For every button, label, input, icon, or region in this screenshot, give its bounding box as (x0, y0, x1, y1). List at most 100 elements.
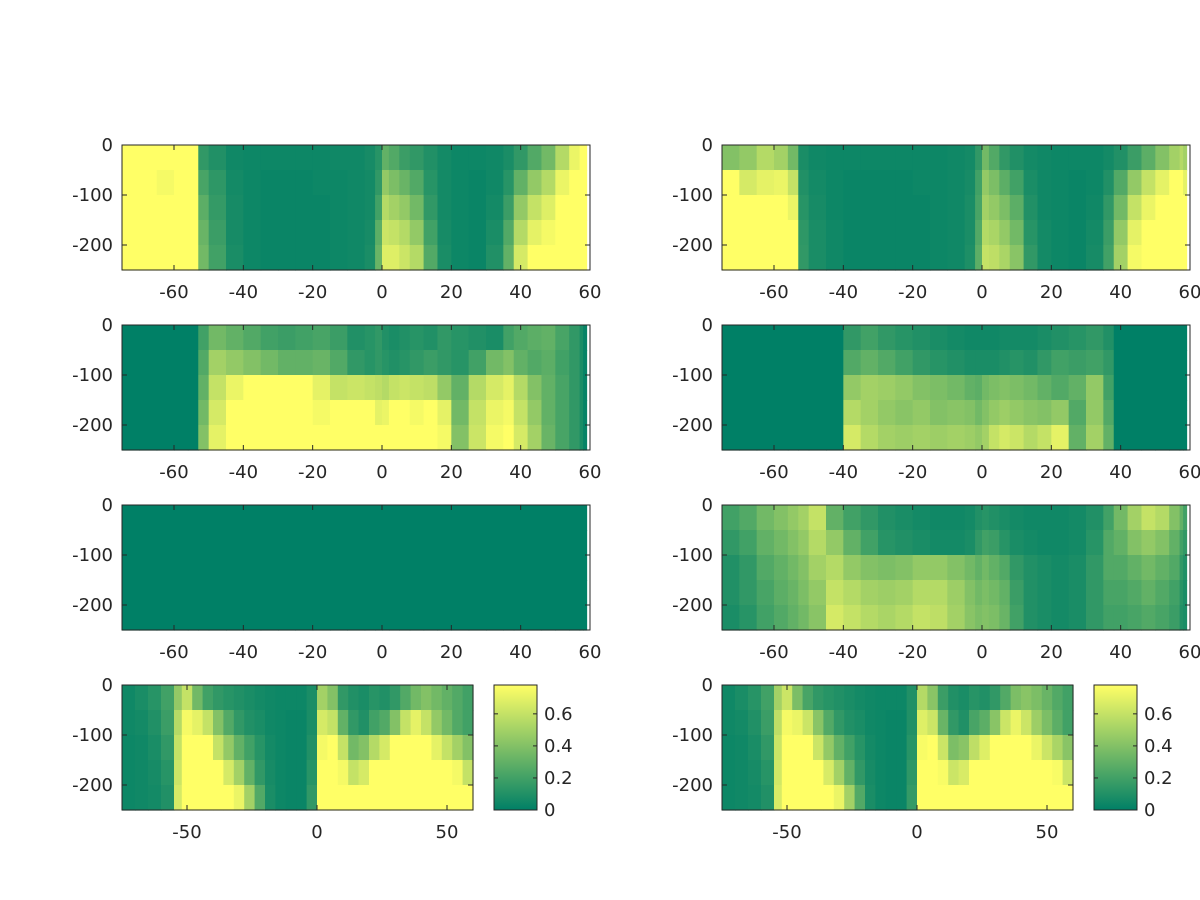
heatmap-cell (1086, 530, 1104, 556)
heatmap-cell (1051, 580, 1070, 606)
heatmap-cell (410, 760, 422, 786)
heatmap-cell (808, 195, 827, 221)
heatmap-cell (1127, 325, 1143, 351)
heatmap-cell (423, 195, 439, 221)
heatmap-cell (122, 375, 140, 401)
heatmap-cell (451, 505, 470, 531)
heatmap-cell (826, 605, 844, 631)
heatmap-cell (327, 785, 339, 811)
heatmap-cell (503, 195, 515, 221)
heatmap-cell (756, 245, 775, 271)
heatmap-cell (260, 170, 279, 196)
heatmap-cell (912, 605, 931, 631)
heatmap-cell (243, 245, 262, 271)
heatmap-cell (486, 145, 504, 171)
heatmap-cell (388, 605, 400, 631)
heatmap-cell (555, 555, 570, 581)
heatmap-cell (1155, 170, 1170, 196)
heatmap-cell (1113, 170, 1129, 196)
heatmap-cell (999, 375, 1011, 401)
heatmap-cell (912, 350, 931, 376)
heatmap-cell (208, 245, 227, 271)
heatmap-cell (833, 685, 845, 711)
heatmap-cell (1000, 785, 1012, 811)
heatmap-cell (988, 375, 1000, 401)
heatmap-cell (409, 220, 425, 246)
heatmap-cell (468, 220, 487, 246)
heatmap-cell (1010, 685, 1022, 711)
heatmap-cell (243, 580, 262, 606)
heatmap-cell (296, 685, 308, 711)
heatmap-cell (451, 400, 470, 426)
heatmap-cell (1103, 375, 1115, 401)
heatmap-cell (337, 685, 349, 711)
heatmap-cell (399, 350, 411, 376)
heatmap-cell (555, 220, 570, 246)
heatmap-cell (135, 685, 149, 711)
heatmap-cell (1010, 785, 1022, 811)
heatmap-cell (208, 580, 227, 606)
heatmap-cell (337, 785, 349, 811)
heatmap-cell (278, 605, 296, 631)
heatmap-cell (1179, 375, 1184, 401)
heatmap-cell (860, 195, 879, 221)
heatmap-cell (999, 245, 1011, 271)
heatmap-cell (930, 375, 948, 401)
heatmap-cell (317, 735, 328, 761)
heatmap-cell (833, 710, 845, 736)
heatmap-cell (833, 735, 845, 761)
heatmap-cell (756, 580, 775, 606)
heatmap-cell (330, 605, 348, 631)
heatmap-cell (1051, 425, 1070, 451)
heatmap-cell (555, 425, 570, 451)
heatmap-cell (1068, 605, 1087, 631)
heatmap-cell (1010, 710, 1022, 736)
heatmap-cell (1103, 605, 1115, 631)
heatmap-cell (774, 195, 789, 221)
heatmap-cell (833, 785, 845, 811)
heatmap-cell (895, 555, 914, 581)
heatmap-cell (947, 195, 966, 221)
heatmap-cell (912, 375, 931, 401)
heatmap-cell (244, 735, 256, 761)
x-tick-label: 40 (1109, 462, 1132, 483)
heatmap-cell (260, 530, 279, 556)
y-tick-label: 0 (702, 315, 713, 336)
heatmap-cell (808, 170, 827, 196)
colorbar-tick-label: 0 (1144, 800, 1155, 821)
heatmap-cell (1179, 605, 1184, 631)
heatmap-cell (1000, 735, 1012, 761)
heatmap-cell (774, 220, 789, 246)
heatmap-cell (896, 785, 908, 811)
heatmap-cell (317, 785, 328, 811)
heatmap-cell (243, 400, 262, 426)
heatmap-cell (1155, 145, 1170, 171)
heatmap-cell (278, 530, 296, 556)
heatmap-cell (348, 685, 360, 711)
heatmap-cell (1183, 195, 1188, 221)
heatmap-cell (1068, 555, 1087, 581)
y-tick-label: -200 (672, 235, 713, 256)
heatmap-cell (878, 425, 896, 451)
heatmap-cell (843, 220, 862, 246)
heatmap-cell (1155, 245, 1170, 271)
heatmap-cell (139, 505, 158, 531)
heatmap-cell (798, 220, 810, 246)
heatmap-cell (369, 785, 380, 811)
heatmap-cell (198, 350, 210, 376)
heatmap-cell (174, 145, 189, 171)
heatmap-cell (948, 760, 960, 786)
heatmap-cell (181, 710, 193, 736)
heatmap-cell (964, 530, 976, 556)
heatmap-cell (774, 685, 783, 711)
heatmap-cell (1009, 220, 1025, 246)
heatmap-cell (1169, 145, 1181, 171)
heatmap-cell (1023, 145, 1039, 171)
heatmap-cell (756, 425, 775, 451)
heatmap-cell (878, 400, 896, 426)
heatmap-cell (156, 195, 175, 221)
heatmap-cell (244, 760, 256, 786)
heatmap-cell (964, 580, 976, 606)
heatmap-cell (826, 555, 844, 581)
heatmap-cell (513, 170, 529, 196)
